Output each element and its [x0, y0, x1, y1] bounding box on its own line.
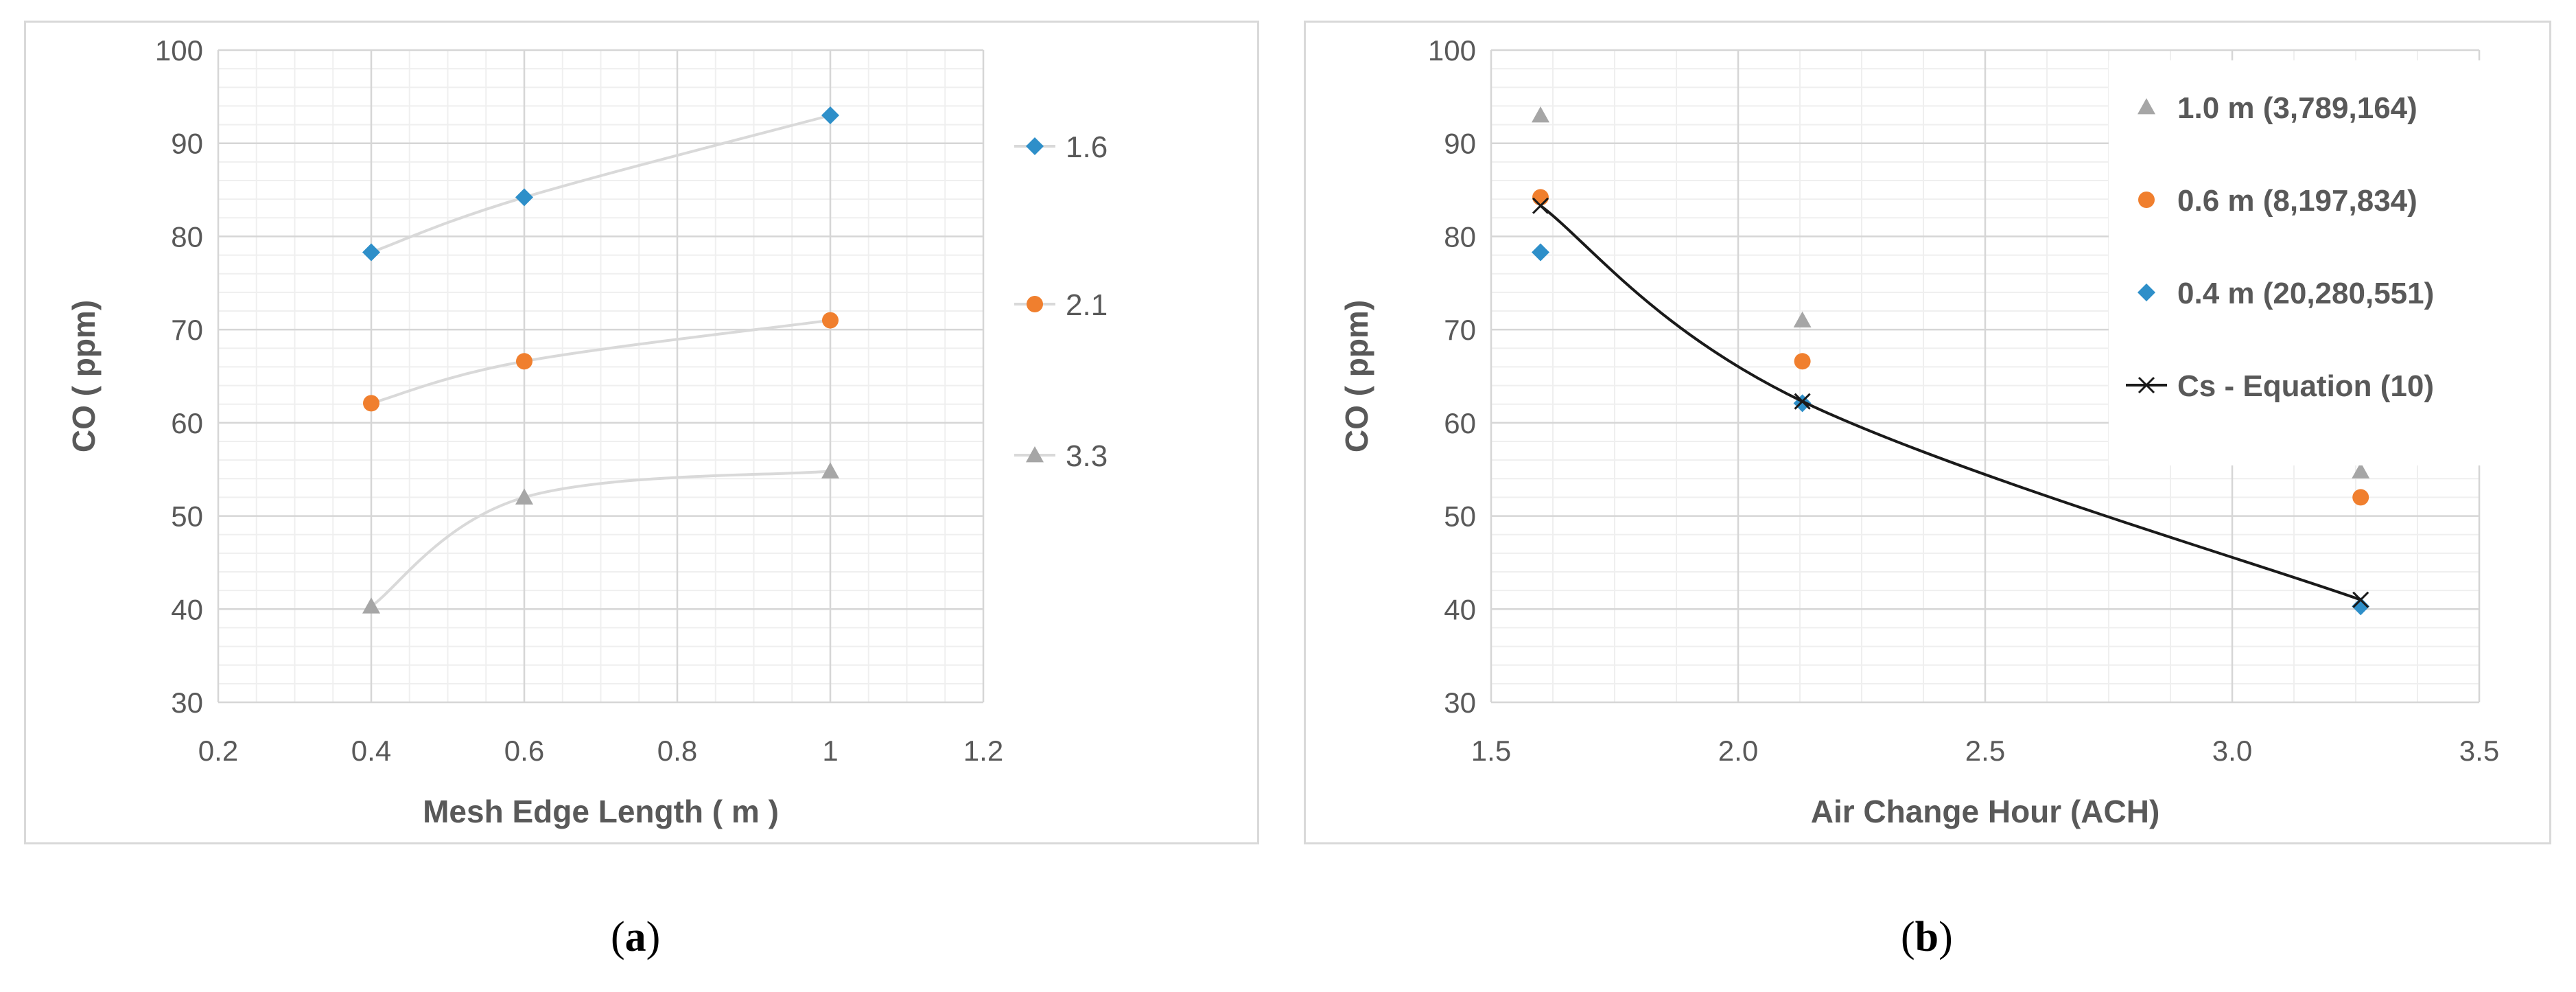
chart-a-point-0-1: [515, 188, 533, 207]
chart-a-xtick-label: 0.6: [504, 735, 544, 767]
chart-b-point-3-1-stroke-2: [1794, 393, 1811, 410]
chart-b-point-0-1: [1793, 311, 1812, 327]
chart-a-ytick-label: 40: [171, 593, 203, 625]
chart-b-point-0-0: [1532, 106, 1549, 123]
chart-b-series-0: [1532, 106, 2370, 478]
chart-b-xtick-label: 3.0: [2212, 735, 2252, 767]
chart-a-xtick-label: 1.2: [963, 735, 1003, 767]
chart-a-ytick-label: 80: [171, 220, 203, 253]
chart-a-point-2-1: [515, 488, 533, 505]
chart-b-legend-label-0: 1.0 m (3,789,164): [2177, 91, 2417, 125]
chart-b-ytick-label: 40: [1444, 593, 1476, 625]
caption-b-letter: b: [1915, 914, 1939, 960]
chart-b-legend-marker-3: [2138, 376, 2155, 394]
chart-a-series-0: [362, 106, 839, 262]
chart-panel-a: 30 40 50 60 70 80 90 100 0.2 0.4 0.6 0.8 1 1.2 Mesh Ed…: [24, 21, 1259, 844]
chart-b-series-3: [1532, 197, 2369, 608]
caption-a-letter: a: [624, 914, 646, 960]
chart-b-svg: 30 40 50 60 70 80 90 100 1.5 2.0 2.5 3.0 3.5 Air Chan…: [1339, 34, 2534, 829]
chart-a-ytick-label: 50: [171, 500, 203, 533]
chart-b-xlabel: Air Change Hour (ACH): [1811, 794, 2160, 829]
chart-a-xtick-label: 0.8: [657, 735, 697, 767]
chart-b-ytick-label: 50: [1444, 500, 1476, 533]
chart-a-point-1-0: [363, 395, 379, 412]
chart-a-legend-marker-1: [1027, 296, 1043, 312]
chart-a-xlabel: Mesh Edge Length ( m ): [423, 794, 779, 829]
chart-b-legend-label-3: Cs - Equation (10): [2177, 369, 2434, 403]
chart-a-series-2: [362, 462, 839, 614]
chart-a-xtick-label: 1: [822, 735, 838, 767]
chart-b-ytick-label: 70: [1444, 314, 1476, 346]
chart-a-xtick-label: 0.2: [198, 735, 238, 767]
chart-b-point-3-2-stroke-2: [2352, 591, 2369, 608]
caption-a: (a): [611, 914, 661, 960]
chart-a-ytick-label: 100: [155, 34, 203, 67]
chart-b-legend-label-1: 0.6 m (8,197,834): [2177, 184, 2417, 218]
chart-b-ytick-label: 80: [1444, 220, 1476, 253]
chart-b-point-3-0: [1532, 197, 1549, 214]
chart-a-xtick-label: 0.4: [351, 735, 391, 767]
chart-a-point-2-2: [821, 462, 839, 478]
chart-a-point-0-0: [362, 243, 380, 262]
chart-a-ytick-label: 60: [171, 407, 203, 439]
chart-b-series-2: [1532, 243, 2370, 616]
chart-b-series-line-3: [1539, 205, 2361, 601]
chart-b-point-1-0: [1532, 189, 1549, 206]
chart-b-ylabel: CO ( ppm): [1339, 300, 1374, 452]
chart-b-xtick-label: 2.0: [1718, 735, 1758, 767]
chart-a-legend-label-2: 3.3: [1066, 439, 1108, 473]
chart-b-legend-marker-2: [2138, 284, 2155, 301]
chart-a-series-1: [363, 312, 839, 412]
chart-a-legend-marker-0: [1026, 137, 1044, 155]
chart-b-point-3-1: [1794, 393, 1811, 410]
chart-a-trendline-1: [371, 319, 831, 405]
chart-b-point-1-2: [2352, 489, 2369, 506]
chart-a-ytick-label: 70: [171, 314, 203, 346]
chart-panel-b: 30 40 50 60 70 80 90 100 1.5 2.0 2.5 3.0 3.5 Air Chan…: [1304, 21, 2551, 844]
chart-a-legend-marker-2: [1026, 446, 1044, 463]
caption-b: (b): [1901, 914, 1953, 960]
chart-a-point-2-0: [362, 597, 380, 614]
chart-a-point-0-2: [821, 106, 839, 124]
chart-b-xtick-label: 1.5: [1471, 735, 1511, 767]
chart-b-legend-marker-1: [2138, 192, 2155, 208]
chart-b-ytick-label: 60: [1444, 407, 1476, 439]
chart-b-ytick-label: 90: [1444, 128, 1476, 160]
chart-b-point-3-2: [2352, 591, 2369, 608]
chart-a-ytick-label: 90: [171, 128, 203, 160]
chart-a-svg: 30 40 50 60 70 80 90 100 0.2 0.4 0.6 0.8 1 1.2 Mesh Ed…: [66, 34, 1121, 829]
chart-b-point-2-2: [2352, 597, 2370, 616]
chart-a-point-1-1: [516, 353, 532, 370]
chart-b-legend-marker-0: [2138, 98, 2155, 115]
chart-b-ytick-label: 30: [1444, 687, 1476, 719]
chart-b-point-0-2: [2352, 462, 2370, 478]
chart-b-point-1-1: [1794, 353, 1811, 370]
chart-a-ylabel: CO ( ppm): [66, 300, 102, 452]
chart-b-xtick-label: 2.5: [1965, 735, 2005, 767]
chart-a-trendline-0: [371, 114, 831, 254]
chart-a-ytick-label: 30: [171, 687, 203, 719]
chart-b-legend-label-2: 0.4 m (20,280,551): [2177, 277, 2434, 310]
chart-a-legend-label-0: 1.6: [1066, 130, 1108, 164]
chart-b-ytick-label: 100: [1428, 34, 1476, 67]
chart-b-point-2-0: [1532, 243, 1549, 262]
chart-b-legend-marker-3-stroke-2: [2138, 376, 2155, 394]
chart-a-legend-label-1: 2.1: [1066, 288, 1108, 322]
chart-b-xtick-label: 3.5: [2459, 735, 2499, 767]
chart-a-grid: [217, 49, 985, 704]
chart-b-point-3-0-stroke-2: [1532, 197, 1549, 214]
chart-a-trendline-2: [370, 470, 831, 608]
chart-b-legend-bg: [2109, 60, 2534, 465]
chart-a-point-1-2: [822, 312, 839, 329]
